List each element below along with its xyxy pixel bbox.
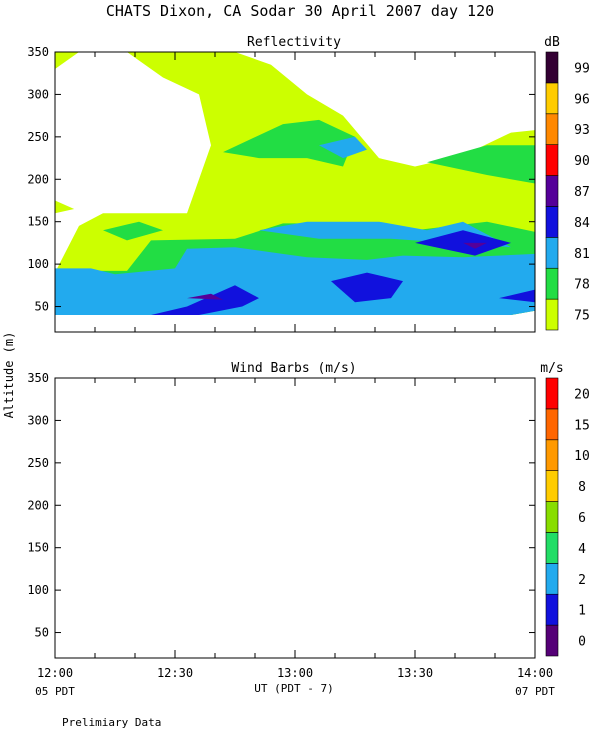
colorbar-label: 2 [578,573,586,588]
reflectivity-region-81db [55,247,535,315]
x-tick-labels: 12:00 12:30 13:00 13:30 14:00 [37,666,553,680]
colorbar-swatch [545,377,559,410]
colorbar-label: 10 [574,449,590,464]
colorbar-label: 8 [578,480,586,495]
reflectivity-colorbar: 75 78 81 84 87 90 93 96 99 [545,51,590,331]
y-tick-label: 50 [35,626,49,640]
reflectivity-region-78db [103,221,163,241]
colorbar-swatch [545,470,559,502]
reflectivity-region-78db [427,145,535,184]
y-tick-label: 300 [27,413,49,427]
colorbar-label: 99 [574,61,590,76]
reflectivity-region-81db [319,136,367,159]
wind-x-axis [54,378,536,658]
wind-y-axis: 50 100 150 200 250 300 350 [27,371,535,640]
colorbar-swatch [545,624,559,657]
colorbar-swatch [545,501,559,533]
colorbar-swatch [545,82,559,115]
colorbar-swatch [545,563,559,595]
y-tick-label: 150 [27,541,49,555]
colorbar-swatch [545,593,559,626]
wind-colorbar-unit: m/s [540,361,563,376]
reflectivity-y-axis: 50 100 150 200 250 300 350 [27,45,535,314]
y-tick-label: 150 [27,215,49,229]
colorbar-label: 93 [574,123,590,138]
y-tick-label: 300 [27,87,49,101]
reflectivity-contours [55,52,535,315]
colorbar-swatch [545,298,559,331]
y-tick-label: 50 [35,300,49,314]
reflectivity-region-75db [55,200,75,214]
reflectivity-region-84db [151,285,259,315]
x-tick-label: 13:30 [397,666,433,680]
reflectivity-region-84db [499,289,535,303]
reflectivity-region-87db [187,293,223,300]
reflectivity-region-75db [55,52,79,69]
colorbar-swatch [545,175,559,207]
y-tick-label: 200 [27,498,49,512]
x-tick-label: 12:00 [37,666,73,680]
colorbar-label: 4 [578,542,586,557]
colorbar-label: 90 [574,154,590,169]
reflectivity-region-78db [223,119,355,167]
y-tick-label: 100 [27,583,49,597]
colorbar-swatch [545,237,559,269]
colorbar-swatch [545,532,559,564]
colorbar-swatch [545,206,559,238]
colorbar-swatch [545,439,559,471]
x-tick-label: 14:00 [517,666,553,680]
y-tick-label: 350 [27,371,49,385]
y-tick-label: 200 [27,172,49,186]
colorbar-swatch [545,113,559,145]
colorbar-swatch [545,51,559,84]
colorbar-label: 96 [574,92,590,107]
colorbar-label: 87 [574,185,590,200]
colorbar-label: 0 [578,635,586,650]
start-tz-label: 05 PDT [35,685,75,698]
reflectivity-region-84db [331,272,403,303]
reflectivity-region-87db [463,242,487,249]
colorbar-swatch [545,408,559,441]
colorbar-label: 75 [574,309,590,324]
figure-title: CHATS Dixon, CA Sodar 30 April 2007 day … [106,2,494,20]
y-tick-label: 250 [27,456,49,470]
y-tick-label: 350 [27,45,49,59]
preliminary-note: Prelimiary Data [62,716,161,729]
y-tick-label: 250 [27,130,49,144]
colorbar-label: 20 [574,387,590,402]
wind-title: Wind Barbs (m/s) [231,361,356,376]
wind-colorbar: 0 1 2 4 6 8 10 15 20 [545,377,590,657]
colorbar-swatch [545,267,559,300]
reflectivity-title: Reflectivity [247,35,341,50]
reflectivity-x-axis [54,52,536,332]
wind-plot-frame [54,377,536,659]
y-axis-label: Altitude (m) [2,332,16,419]
y-tick-label: 100 [27,257,49,271]
x-tick-label: 12:30 [157,666,193,680]
colorbar-label: 1 [578,604,586,619]
colorbar-swatch [545,144,559,176]
colorbar-label: 78 [574,278,590,293]
colorbar-label: 6 [578,511,586,526]
reflectivity-colorbar-unit: dB [544,35,560,50]
x-tick-label: 13:00 [277,666,313,680]
colorbar-label: 15 [574,418,590,433]
x-axis-label: UT (PDT - 7) [254,682,333,695]
colorbar-label: 84 [574,216,590,231]
colorbar-label: 81 [574,247,590,262]
end-tz-label: 07 PDT [515,685,555,698]
